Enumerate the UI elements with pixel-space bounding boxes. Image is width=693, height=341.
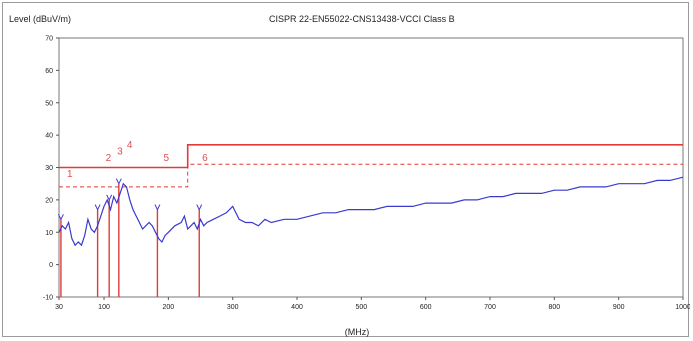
y-tick-label: 20 <box>45 197 53 204</box>
marker-label: 1 <box>67 169 73 180</box>
x-tick-label: 700 <box>484 304 496 311</box>
y-tick-label: 50 <box>45 100 53 107</box>
x-tick-label: 30 <box>55 304 63 311</box>
x-axis-label: (MHz) <box>345 327 370 337</box>
marker-caret <box>94 204 101 211</box>
limit-line-quasi-peak <box>59 144 683 169</box>
marker-label: 2 <box>106 153 112 164</box>
y-tick-label: -10 <box>43 295 53 302</box>
x-tick-label: 400 <box>291 304 303 311</box>
marker-label: 6 <box>202 153 208 164</box>
x-tick-label: 1000 <box>675 304 690 311</box>
y-axis-label: Level (dBuV/m) <box>9 14 71 24</box>
x-tick-label: 200 <box>163 304 175 311</box>
emission-trace <box>58 176 684 247</box>
marker-caret <box>196 204 203 211</box>
marker-caret <box>154 204 161 211</box>
x-tick-label: 600 <box>420 304 432 311</box>
x-tick-label: 300 <box>227 304 239 311</box>
marker-caret <box>115 178 122 185</box>
marker-label: 3 <box>117 147 123 158</box>
marker-label: 4 <box>127 140 133 151</box>
x-tick-label: 500 <box>356 304 368 311</box>
y-tick-label: 60 <box>45 68 53 75</box>
y-tick-label: 30 <box>45 165 53 172</box>
y-tick-label: 0 <box>49 262 53 269</box>
x-tick-label: 100 <box>98 304 110 311</box>
y-tick-label: 40 <box>45 133 53 140</box>
y-tick-label: 10 <box>45 230 53 237</box>
chart-title: CISPR 22-EN55022-CNS13438-VCCI Class B <box>269 14 455 24</box>
marker-caret <box>106 194 113 201</box>
emission-chart: Level (dBuV/m) CISPR 22-EN55022-CNS13438… <box>9 14 690 337</box>
x-tick-label: 900 <box>613 304 625 311</box>
y-tick-label: 70 <box>45 36 53 43</box>
marker-label: 5 <box>163 153 169 164</box>
marker-caret <box>57 214 64 221</box>
limit-line-average <box>59 163 683 188</box>
chart-frame: Level (dBuV/m) CISPR 22-EN55022-CNS13438… <box>2 2 690 337</box>
x-tick-label: 800 <box>548 304 560 311</box>
